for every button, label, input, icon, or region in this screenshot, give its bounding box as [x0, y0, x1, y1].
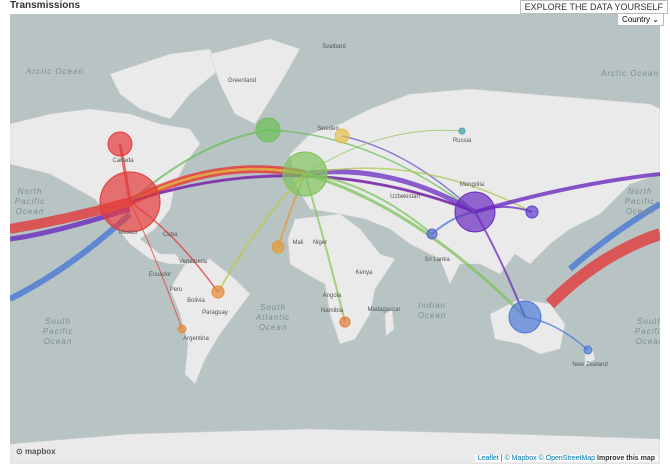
improve-link[interactable]: Improve this map: [597, 455, 655, 462]
labels: Arctic Ocean Arctic OceanNorthPacificOcea…: [15, 44, 660, 368]
location-circles: [99, 117, 593, 355]
place-label: Mongolia: [460, 182, 485, 188]
place-label: New Zealand: [572, 362, 607, 368]
ocean-label: North: [18, 187, 43, 196]
country-dropdown[interactable]: Country ⌄: [617, 13, 664, 26]
place-label: Russia: [453, 138, 472, 144]
map: Arctic Ocean Arctic OceanNorthPacificOcea…: [10, 14, 660, 464]
place-label: Bolivia: [187, 298, 205, 304]
ocean-label: Ocean: [259, 323, 288, 332]
ocean-label: South: [45, 317, 71, 326]
place-label: Canada: [112, 158, 134, 164]
mapbox-logo: ⊙ mapbox: [16, 447, 56, 456]
ocean-label: Ocean: [16, 207, 45, 216]
place-label: Sri Lanka: [424, 257, 450, 263]
ocean-label: Atlantic: [255, 313, 290, 322]
place-label: Kenya: [355, 270, 373, 276]
location-circle: [583, 345, 593, 355]
mapbox-link[interactable]: © Mapbox: [504, 455, 537, 462]
ocean-label: Ocean: [636, 337, 660, 346]
place-label: Paraguay: [202, 310, 228, 316]
place-label: Sweden: [317, 126, 339, 132]
osm-link[interactable]: © OpenStreetMap: [538, 455, 596, 462]
location-circle: [177, 324, 187, 334]
place-label: Greenland: [228, 78, 256, 84]
location-circle: [282, 151, 328, 197]
location-circle: [454, 191, 496, 233]
explore-button[interactable]: EXPLORE THE DATA YOURSELF: [519, 0, 668, 14]
location-circle: [99, 171, 161, 233]
place-label: Venezuela: [179, 259, 208, 265]
south-america: [169, 258, 251, 385]
title: Transmissions: [10, 0, 81, 11]
ocean-label: Indian: [418, 301, 446, 310]
location-circle: [334, 128, 350, 144]
location-circle: [211, 285, 225, 299]
ocean-label: South: [637, 317, 660, 326]
ocean-label: South: [260, 303, 286, 312]
place-label: Ecuador: [149, 272, 171, 278]
transmission-arc: [545, 228, 660, 309]
ocean-label: Arctic Ocean: [25, 67, 84, 76]
location-circle: [255, 117, 281, 143]
leaflet-link[interactable]: Leaflet: [477, 455, 499, 462]
place-label: Cuba: [163, 232, 178, 238]
place-label: Madagascar: [367, 307, 400, 313]
place-label: Argentina: [183, 336, 209, 342]
place-label: Namibia: [321, 308, 344, 314]
place-label: Peru: [170, 287, 183, 293]
transmission-arc: [267, 129, 476, 213]
place-label: Mali: [292, 240, 303, 246]
ocean-label: Ocean: [626, 207, 655, 216]
attribution: Leaflet | © Mapbox © OpenStreetMap Impro…: [474, 455, 658, 462]
place-label: Mexico: [118, 230, 138, 236]
place-label: Uzbekistan: [390, 194, 420, 200]
location-circle: [339, 316, 351, 328]
header: Transmissions EXPLORE THE DATA YOURSELF: [0, 0, 670, 14]
place-label: Angola: [323, 293, 342, 299]
transmission-arc: [568, 201, 660, 272]
logo-text: mapbox: [24, 447, 56, 456]
transmission-arc: [474, 172, 660, 214]
transmission-arc: [304, 167, 533, 213]
location-circle: [458, 127, 466, 135]
location-circle: [107, 131, 133, 157]
ocean-label: Pacific: [635, 327, 660, 336]
ocean-label: Arctic Ocean: [600, 69, 659, 78]
location-circle: [525, 205, 539, 219]
ocean-label: Pacific: [43, 327, 74, 336]
transmission-arc: [304, 172, 527, 319]
arctic-islands: [109, 48, 221, 120]
ocean-label: Ocean: [418, 311, 447, 320]
ocean-label: North: [628, 187, 653, 196]
place-label: Niger: [313, 240, 327, 246]
location-circle: [426, 228, 438, 240]
location-circle: [508, 300, 542, 334]
location-circle: [271, 240, 285, 254]
ocean-label: Pacific: [625, 197, 656, 206]
ocean-label: Pacific: [15, 197, 46, 206]
dropdown-label: Country: [622, 15, 651, 24]
madagascar: [384, 308, 395, 337]
africa: [287, 213, 396, 345]
greenland: [209, 38, 301, 125]
ocean-label: Ocean: [44, 337, 73, 346]
place-label: Svalbard: [322, 44, 346, 50]
